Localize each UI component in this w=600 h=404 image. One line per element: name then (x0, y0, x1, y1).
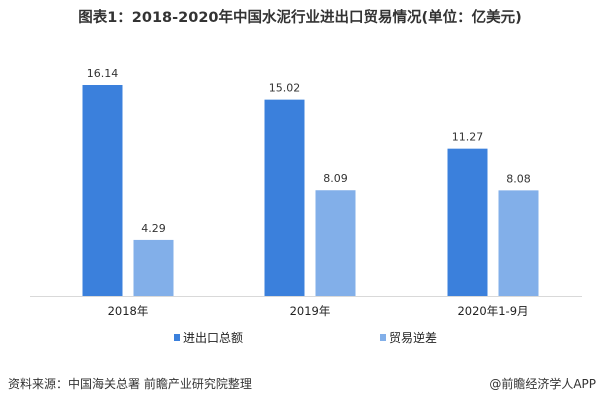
legend-label: 进出口总额 (183, 331, 244, 345)
data-label: 16.14 (87, 67, 119, 80)
legend-item-total: 进出口总额 (174, 329, 243, 346)
x-tick-label: 2019年 (290, 304, 331, 318)
chart-title: 图表1：2018-2020年中国水泥行业进出口贸易情况(单位：亿美元) (78, 10, 522, 26)
legend-label: 贸易逆差 (389, 331, 438, 345)
data-label: 15.02 (269, 82, 301, 95)
bar-deficit (315, 190, 356, 296)
data-label: 8.08 (506, 172, 531, 185)
bar-deficit (498, 190, 539, 296)
legend-item-deficit: 贸易逆差 (380, 329, 437, 346)
legend-swatch (380, 334, 386, 341)
bar-total (447, 148, 488, 296)
bar-total (82, 85, 123, 296)
data-label: 4.29 (141, 222, 166, 235)
x-tick-label: 2020年1-9月 (457, 304, 528, 318)
source-note: 资料来源：中国海关总署 前瞻产业研究院整理 (8, 377, 252, 391)
bar-total (264, 99, 305, 297)
bar-chart: 16.14 4.29 2018年 15.02 8.09 2019年 11.27 8.08 202… (30, 67, 582, 318)
data-label: 11.27 (452, 131, 484, 144)
legend-swatch (174, 334, 180, 341)
x-tick-label: 2018年 (108, 304, 149, 318)
bar-deficit (133, 239, 174, 296)
data-label: 8.09 (323, 172, 348, 185)
brand-credit: @前瞻经济学人APP (489, 377, 596, 391)
